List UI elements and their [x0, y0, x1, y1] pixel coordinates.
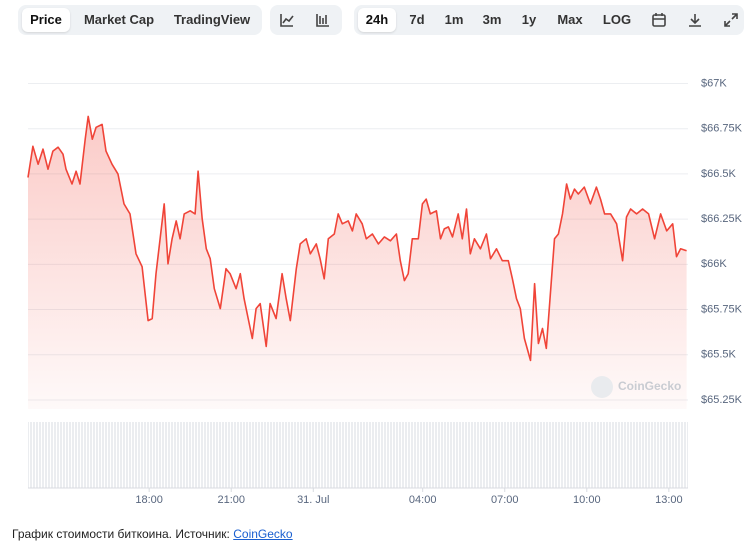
- range[interactable]: 1m: [444, 12, 464, 27]
- range-tabs: [354, 5, 744, 35]
- y-tick-label: $65.5K: [701, 349, 737, 361]
- price-line: [27, 115, 687, 362]
- x-tick-label: 18:00: [135, 494, 163, 506]
- x-tick-label: 13:00: [655, 494, 683, 506]
- chart: $67K $66.75K $66.5K $66.25K $66K $65.75K $65.5…: [27, 77, 743, 506]
- download-icon[interactable]: [685, 10, 705, 30]
- x-tick-label: 31. Jul: [297, 494, 329, 506]
- caption: График стоимости биткоина. Источник: Coi…: [12, 527, 293, 541]
- x-tick-label: 07:00: [491, 494, 519, 506]
- range[interactable]: 1y: [521, 12, 537, 27]
- candle-icon[interactable]: [313, 10, 333, 30]
- tab[interactable]: Price: [22, 8, 70, 32]
- calendar-icon[interactable]: [649, 10, 669, 30]
- y-tick-label: $65.75K: [701, 303, 743, 315]
- range[interactable]: 24h: [358, 8, 396, 32]
- y-tick-label: $66.5K: [701, 168, 737, 180]
- x-tick-label: 21:00: [217, 494, 245, 506]
- y-tick-label: $66.75K: [701, 123, 743, 135]
- range[interactable]: 3m: [482, 12, 502, 27]
- chart-style: [270, 5, 342, 35]
- range[interactable]: Max: [557, 12, 583, 27]
- line-icon[interactable]: [277, 10, 297, 30]
- range[interactable]: 7d: [409, 12, 425, 27]
- area: [28, 116, 687, 410]
- x-tick-label: 04:00: [409, 494, 437, 506]
- watermark: CoinGecko: [591, 376, 681, 398]
- x-tick-label: 10:00: [573, 494, 601, 506]
- y-tick-label: $66K: [701, 258, 727, 270]
- watermark-text: CoinGecko: [618, 379, 681, 393]
- y-tick-label: $65.25K: [701, 394, 743, 406]
- range[interactable]: LOG: [602, 12, 632, 27]
- y-tick-label: $66.25K: [701, 213, 743, 225]
- tab[interactable]: TradingView: [173, 12, 251, 27]
- tab[interactable]: Market Cap: [83, 12, 155, 27]
- volume-band: [28, 422, 688, 488]
- expand-icon[interactable]: [721, 10, 741, 30]
- caption-text: График стоимости биткоина. Источник:: [12, 527, 234, 541]
- y-tick-label: $67K: [701, 77, 727, 89]
- source-link[interactable]: CoinGecko: [233, 527, 293, 541]
